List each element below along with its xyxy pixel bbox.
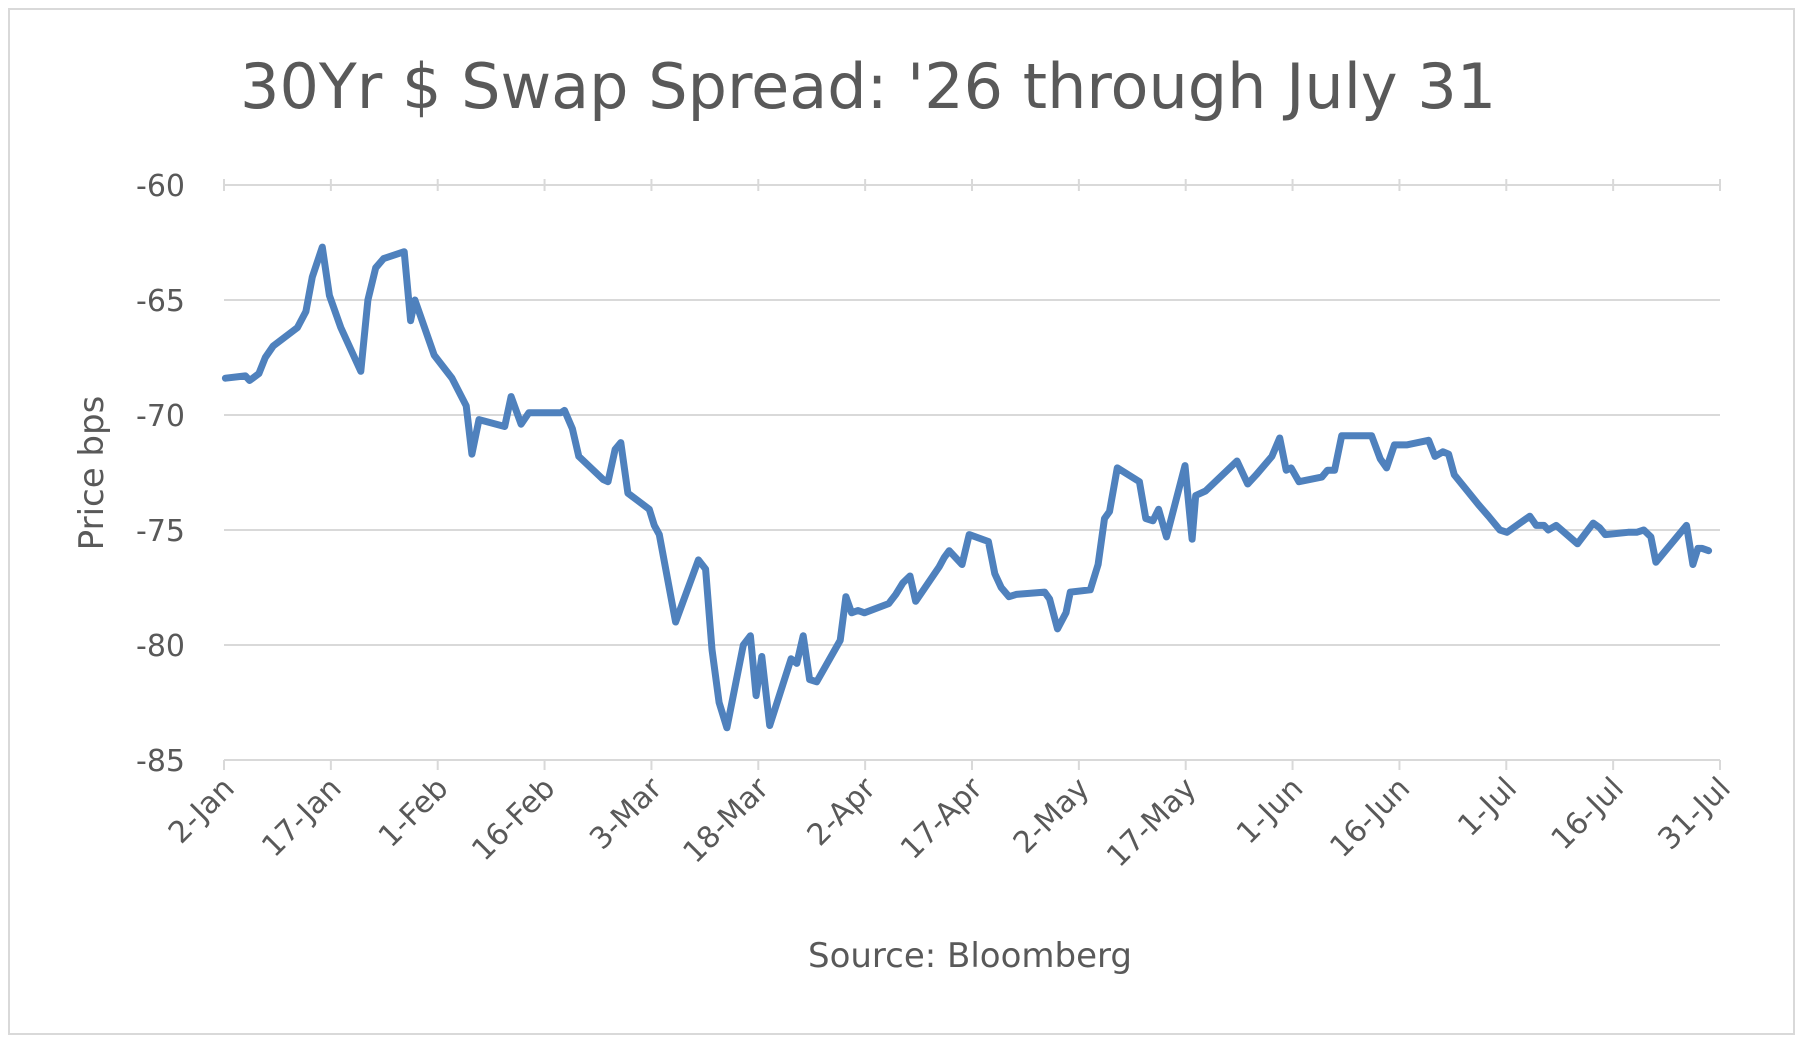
x-tick-label: 1-Jul (1451, 771, 1524, 844)
y-tick-label: -60 (136, 169, 185, 204)
x-tick-label: 17-May (1100, 771, 1203, 874)
x-tick-label: 16-Jul (1545, 771, 1631, 857)
series-line-0 (221, 243, 1713, 732)
x-axis-title: Source: Bloomberg (808, 936, 1132, 976)
series-layer (221, 243, 1713, 732)
x-tick-label: 31-Jul (1651, 771, 1737, 857)
y-tick-label: -85 (136, 744, 185, 779)
x-tick-label: 2-Apr (801, 770, 884, 853)
y-tick-label: -75 (136, 514, 185, 549)
y-tick-label: -70 (136, 399, 185, 434)
x-tick-label: 17-Jan (255, 771, 348, 864)
x-tick-label: 1-Jun (1230, 771, 1310, 851)
y-tick-label: -65 (136, 284, 185, 319)
y-axis-title: Price bps (72, 396, 112, 551)
x-tick-label: 3-Mar (583, 770, 669, 856)
chart-title: 30Yr $ Swap Spread: '26 through July 31 (240, 50, 1496, 123)
x-tick-label: 2-Jan (162, 771, 242, 851)
x-tick-label: 16-Feb (465, 771, 562, 868)
x-tick-label: 17-Apr (894, 770, 990, 866)
x-tick-label: 16-Jun (1323, 771, 1417, 865)
gridlines (224, 184, 1720, 761)
x-tick-label: 2-May (1007, 771, 1097, 861)
x-tick-label: 18-Mar (677, 770, 777, 870)
y-axis: -60 -65 -70 -75 -80 -85 (136, 169, 185, 779)
y-tick-label: -80 (136, 629, 185, 664)
x-tick-label: 1-Feb (372, 771, 455, 854)
